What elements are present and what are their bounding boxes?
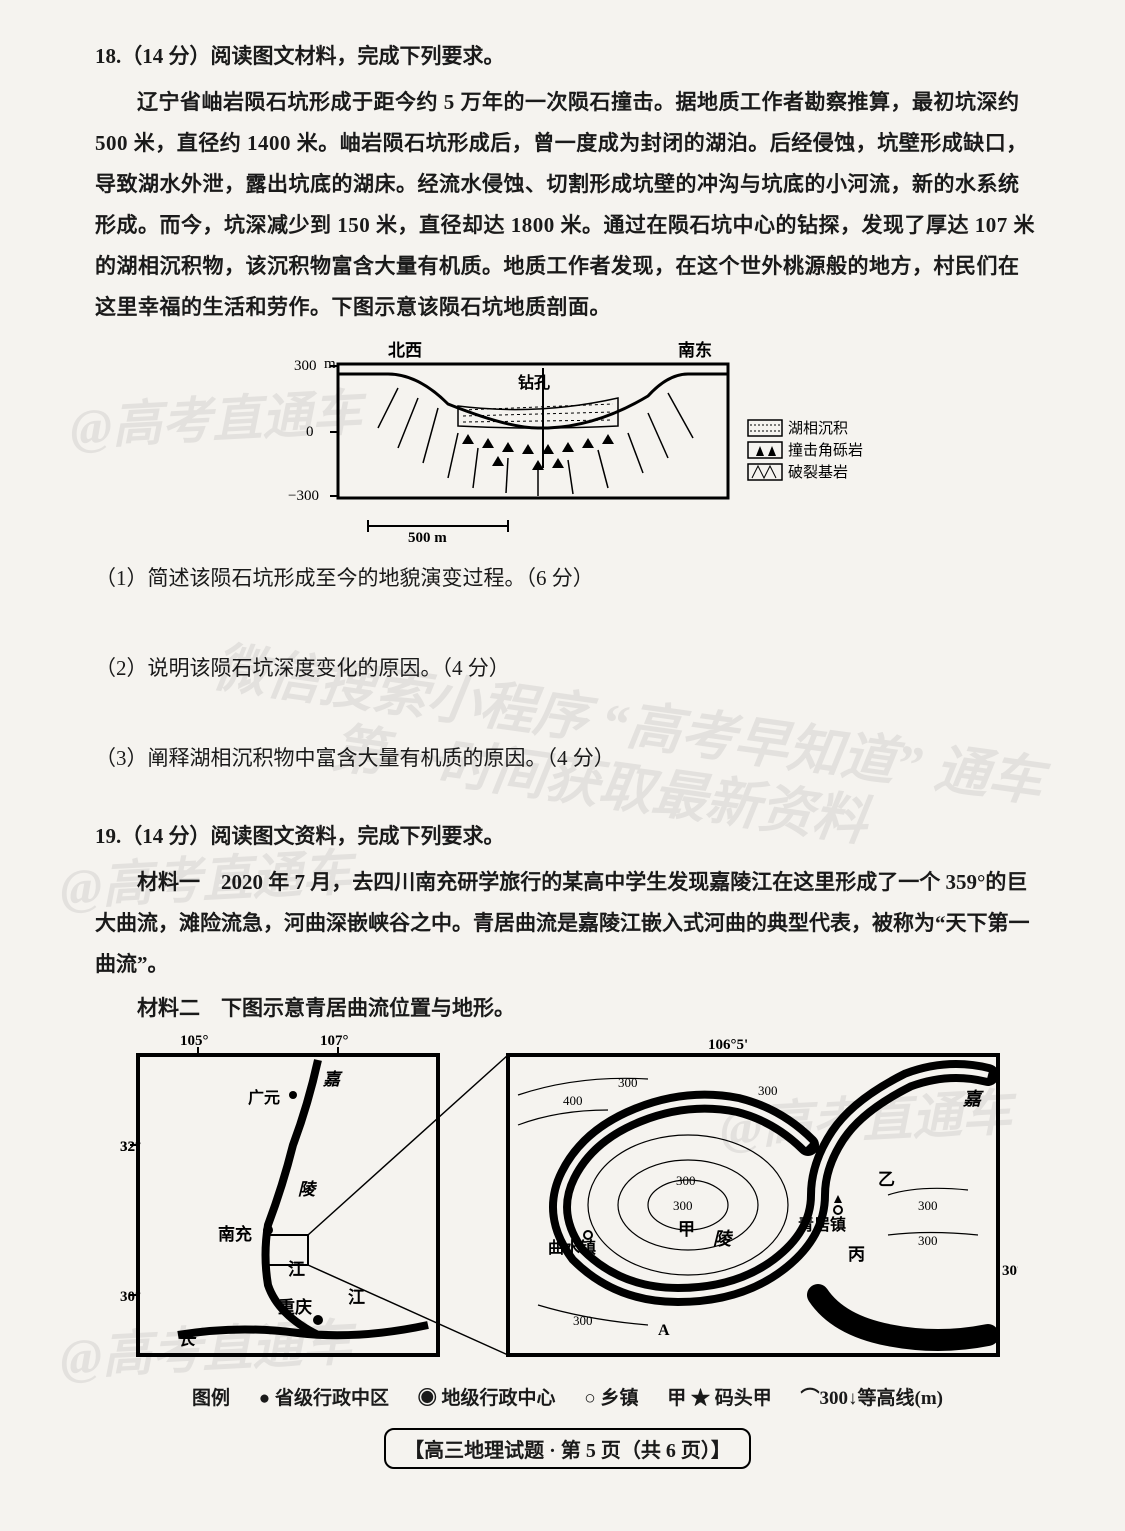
svg-text:江: 江 [348, 1288, 365, 1307]
left-overview-map: 105° 107° 32° 32° 30° 广元 南充 重庆 嘉 陵 江 长 江 [120, 1035, 508, 1355]
material-text: 下图示意青居曲流位置与地形。 [200, 996, 515, 1020]
q18-header: 18.（14 分）阅读图文材料，完成下列要求。 [95, 40, 1040, 70]
svg-text:南充: 南充 [218, 1224, 252, 1244]
svg-text:106°5': 106°5' [708, 1037, 748, 1053]
se-label: 南东 [678, 340, 712, 360]
legend: 湖相沉积 撞击角砾岩 破裂基岩 [748, 420, 863, 481]
footer-text: 【高三地理试题 · 第 5 页（共 6 页）】 [384, 1428, 751, 1469]
q19-material2: 材料二 下图示意青居曲流位置与地形。 [95, 988, 1040, 1029]
svg-text:300: 300 [573, 1313, 593, 1328]
q19-material1: 材料一 2020 年 7 月，去四川南充研学旅行的某高中学生发现嘉陵江在这里形成… [95, 862, 1040, 985]
svg-text:重庆: 重庆 [278, 1297, 312, 1317]
map-legend: 图例 ● 省级行政中区 ◉ 地级行政中心 ○ 乡镇 甲 ★ 码头甲 ⌒300↓等… [95, 1383, 1040, 1410]
y-unit: m [324, 356, 336, 372]
svg-text:30°: 30° [120, 1289, 141, 1305]
legend-item: ○ 乡镇 [584, 1388, 638, 1409]
material-label: 材料一 [137, 870, 200, 894]
svg-text:长: 长 [178, 1330, 197, 1349]
q18-sub1: （1）简述该陨石坑形成至今的地貌演变过程。（6 分） [95, 562, 1040, 592]
legend-item: ● 省级行政中区 [259, 1388, 389, 1409]
svg-text:江: 江 [288, 1260, 305, 1279]
legend-item: ⌒300↓等高线(m) [801, 1388, 943, 1409]
material-label: 材料二 [137, 996, 200, 1020]
svg-text:300: 300 [918, 1198, 938, 1213]
bedrock-fractures [378, 388, 693, 496]
svg-text:400: 400 [563, 1093, 583, 1108]
svg-text:300: 300 [673, 1198, 693, 1213]
svg-text:300: 300 [758, 1083, 778, 1098]
svg-text:300: 300 [676, 1173, 696, 1188]
svg-text:107°: 107° [320, 1035, 349, 1049]
legend-label: 图例 [192, 1388, 230, 1409]
y-tick: 300 [294, 358, 317, 374]
svg-text:广元: 广元 [248, 1088, 280, 1107]
svg-text:丙: 丙 [848, 1245, 865, 1264]
svg-text:A: A [658, 1322, 670, 1339]
svg-text:嘉: 嘉 [962, 1089, 984, 1109]
svg-text:300: 300 [918, 1233, 938, 1248]
legend-item: ◉ 地级行政中心 [418, 1388, 556, 1409]
svg-text:105°: 105° [180, 1035, 209, 1049]
svg-text:乙: 乙 [878, 1170, 895, 1189]
material-text: 2020 年 7 月，去四川南充研学旅行的某高中学生发现嘉陵江在这里形成了一个 … [95, 870, 1030, 976]
svg-text:陵: 陵 [713, 1229, 734, 1249]
svg-text:30°40': 30°40' [1002, 1263, 1018, 1279]
svg-text:32°: 32° [120, 1139, 141, 1155]
meander-maps: 105° 107° 32° 32° 30° 广元 南充 重庆 嘉 陵 江 长 江 [118, 1035, 1018, 1375]
scale-label: 500 m [408, 530, 447, 546]
q19-header: 19.（14 分）阅读图文资料，完成下列要求。 [95, 820, 1040, 850]
q18-passage: 辽宁省岫岩陨石坑形成于距今约 5 万年的一次陨石撞击。据地质工作者勘察推算，最初… [95, 82, 1040, 328]
svg-text:青居镇: 青居镇 [798, 1215, 846, 1234]
svg-text:撞击角砾岩: 撞击角砾岩 [788, 441, 863, 459]
page-footer: 【高三地理试题 · 第 5 页（共 6 页）】 [95, 1428, 1040, 1469]
drill-label: 钻孔 [518, 373, 550, 392]
lake-sediment-layer [458, 398, 618, 428]
svg-text:湖相沉积: 湖相沉积 [788, 420, 848, 437]
svg-text:甲: 甲 [678, 1220, 695, 1239]
right-detail-map: 106°5' 30°40' 300 400 300 300 300 300 [508, 1037, 1018, 1355]
svg-text:300: 300 [618, 1075, 638, 1090]
legend-item: 甲 ★ 码头甲 [667, 1388, 772, 1409]
nw-label: 北西 [388, 341, 422, 360]
crater-cross-section-diagram: 北西 南东 m 300 0 −300 [248, 338, 888, 548]
svg-text:破裂基岩: 破裂基岩 [788, 464, 848, 481]
svg-text:嘉: 嘉 [322, 1070, 343, 1089]
q18-sub2: （2）说明该陨石坑深度变化的原因。（4 分） [95, 652, 1040, 682]
q18-sub3: （3）阐释湖相沉积物中富含大量有机质的原因。（4 分） [95, 742, 1040, 772]
y-tick: −300 [288, 488, 319, 504]
y-tick: 0 [306, 424, 314, 440]
svg-text:江: 江 [938, 1329, 959, 1349]
svg-text:陵: 陵 [298, 1180, 317, 1199]
svg-text:曲水镇: 曲水镇 [548, 1238, 596, 1257]
